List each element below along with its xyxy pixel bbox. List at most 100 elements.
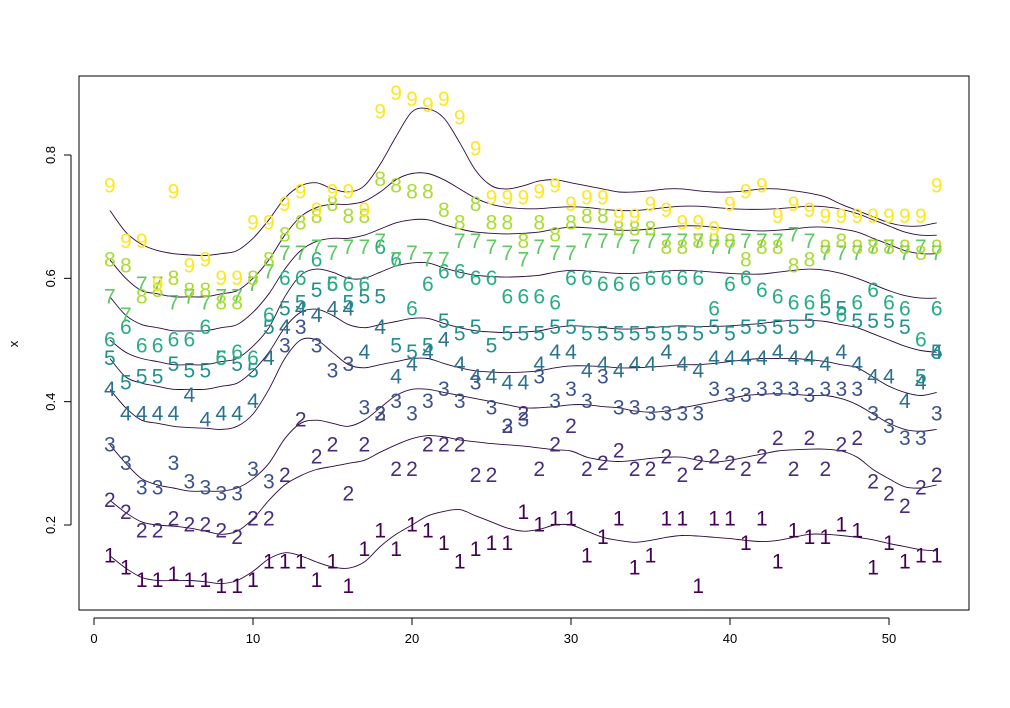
point-series-4: 4 [358, 341, 370, 364]
point-series-7: 7 [740, 230, 752, 253]
point-series-5: 5 [247, 359, 259, 382]
point-series-7: 7 [231, 285, 243, 308]
point-series-2: 2 [629, 458, 641, 481]
point-series-9: 9 [231, 267, 243, 290]
point-series-9: 9 [835, 205, 847, 228]
point-series-7: 7 [263, 261, 275, 284]
point-series-1: 1 [152, 569, 164, 592]
point-series-9: 9 [565, 193, 577, 216]
point-series-8: 8 [708, 230, 720, 253]
point-series-6: 6 [883, 292, 895, 315]
point-series-3: 3 [438, 378, 450, 401]
point-series-5: 5 [756, 316, 768, 339]
point-series-2: 2 [390, 458, 402, 481]
point-series-6: 6 [358, 273, 370, 296]
point-series-6: 6 [406, 298, 418, 321]
point-series-1: 1 [231, 575, 243, 598]
point-series-9: 9 [804, 199, 816, 222]
point-series-5: 5 [661, 322, 673, 345]
point-series-5: 5 [422, 335, 434, 358]
point-series-1: 1 [263, 551, 275, 574]
series-line-9 [109, 107, 937, 256]
point-series-6: 6 [899, 298, 911, 321]
point-series-8: 8 [915, 242, 927, 265]
point-series-3: 3 [931, 403, 943, 426]
point-series-8: 8 [613, 218, 625, 241]
point-series-8: 8 [120, 255, 132, 278]
point-series-2: 2 [517, 403, 529, 426]
x-tick-label: 30 [564, 631, 578, 646]
point-series-5: 5 [502, 322, 514, 345]
point-series-1: 1 [756, 507, 768, 530]
point-series-5: 5 [406, 341, 418, 364]
point-series-6: 6 [661, 267, 673, 290]
point-series-4: 4 [851, 353, 863, 376]
point-series-4: 4 [470, 366, 482, 389]
point-series-2: 2 [327, 433, 339, 456]
point-series-7: 7 [549, 242, 561, 265]
point-series-8: 8 [899, 236, 911, 259]
y-tick-label: 0.6 [43, 269, 58, 287]
point-series-1: 1 [470, 538, 482, 561]
point-series-2: 2 [215, 520, 227, 543]
point-series-8: 8 [470, 193, 482, 216]
x-tick-label: 0 [90, 631, 97, 646]
point-series-5: 5 [740, 316, 752, 339]
point-series-2: 2 [835, 433, 847, 456]
point-series-8: 8 [883, 236, 895, 259]
point-series-7: 7 [406, 242, 418, 265]
point-series-5: 5 [676, 322, 688, 345]
point-series-3: 3 [915, 427, 927, 450]
point-series-4: 4 [136, 403, 148, 426]
point-series-4: 4 [422, 341, 434, 364]
point-series-6: 6 [756, 279, 768, 302]
point-series-8: 8 [454, 211, 466, 234]
point-series-7: 7 [788, 224, 800, 247]
point-series-5: 5 [931, 341, 943, 364]
point-series-5: 5 [883, 310, 895, 333]
point-series-8: 8 [358, 205, 370, 228]
point-series-3: 3 [374, 403, 386, 426]
point-series-2: 2 [883, 483, 895, 506]
point-series-3: 3 [740, 384, 752, 407]
y-axis: 0.2 0.4 0.6 0.8 [43, 146, 72, 534]
point-series-9: 9 [263, 211, 275, 234]
point-series-1: 1 [120, 557, 132, 580]
point-series-8: 8 [629, 218, 641, 241]
point-series-1: 1 [883, 532, 895, 555]
point-series-6: 6 [231, 341, 243, 364]
point-series-8: 8 [327, 193, 339, 216]
point-series-6: 6 [867, 279, 879, 302]
point-series-3: 3 [517, 409, 529, 432]
point-series-4: 4 [374, 316, 386, 339]
point-series-3: 3 [231, 483, 243, 506]
point-series-8: 8 [343, 205, 355, 228]
point-series-6: 6 [565, 267, 577, 290]
point-series-9: 9 [374, 100, 386, 123]
point-series-8: 8 [820, 236, 832, 259]
point-series-2: 2 [915, 477, 927, 500]
point-series-9: 9 [120, 230, 132, 253]
point-series-7: 7 [327, 242, 339, 265]
series-line-3 [109, 388, 937, 492]
y-axis-label: x [6, 340, 21, 347]
point-series-8: 8 [311, 205, 323, 228]
point-series-3: 3 [804, 384, 816, 407]
point-series-6: 6 [915, 329, 927, 352]
point-series-8: 8 [565, 211, 577, 234]
point-series-1: 1 [597, 526, 609, 549]
point-series-6: 6 [486, 267, 498, 290]
point-series-8: 8 [645, 218, 657, 241]
point-series-1: 1 [661, 507, 673, 530]
point-series-6: 6 [740, 267, 752, 290]
point-series-7: 7 [343, 236, 355, 259]
point-series-1: 1 [788, 520, 800, 543]
point-series-8: 8 [740, 248, 752, 271]
point-series-5: 5 [692, 322, 704, 345]
point-series-4: 4 [343, 298, 355, 321]
point-series-6: 6 [724, 273, 736, 296]
point-series-2: 2 [358, 433, 370, 456]
point-series-8: 8 [597, 205, 609, 228]
point-series-8: 8 [661, 236, 673, 259]
point-series-9: 9 [152, 273, 164, 296]
